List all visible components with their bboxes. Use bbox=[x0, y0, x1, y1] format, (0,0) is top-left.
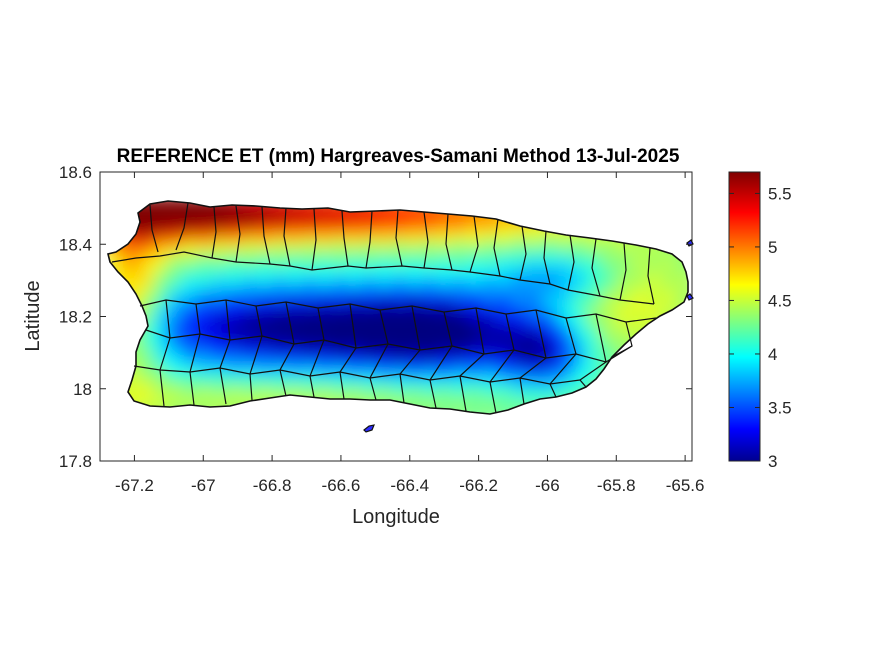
x-tick-label: -66.2 bbox=[459, 476, 498, 495]
municipality-line bbox=[111, 251, 655, 305]
municipality-line bbox=[369, 309, 389, 401]
municipality-line bbox=[311, 208, 317, 271]
municipality-line bbox=[429, 311, 453, 409]
municipality-line bbox=[591, 238, 601, 297]
municipality-line bbox=[549, 317, 577, 398]
colorbar-ticks: 3 3.5 4 4.5 5 5.5 bbox=[729, 184, 792, 471]
colorbar-tick-label: 4.5 bbox=[768, 291, 792, 310]
x-axis: -67.2 -67 -66.8 -66.6 -66.4 -66.2 -66 -65.8 -65.… bbox=[115, 172, 704, 495]
y-tick-label: 18.4 bbox=[59, 235, 92, 254]
municipality-line bbox=[341, 210, 349, 267]
colorbar bbox=[728, 171, 761, 462]
x-tick-label: -66.6 bbox=[322, 476, 361, 495]
municipality-line bbox=[219, 299, 231, 405]
colorbar-tick-label: 5.5 bbox=[768, 184, 792, 203]
municipality-line bbox=[249, 305, 263, 401]
municipality-line bbox=[493, 218, 501, 277]
y-tick-label: 18.6 bbox=[59, 163, 92, 182]
y-tick-label: 18.2 bbox=[59, 308, 92, 327]
colorbar-tick-label: 5 bbox=[768, 238, 777, 257]
municipality-line bbox=[139, 299, 657, 323]
municipality-line bbox=[423, 211, 429, 269]
colorbar-tick-label: 3 bbox=[768, 452, 777, 471]
municipality-line bbox=[543, 230, 551, 285]
x-tick-label: -66.8 bbox=[253, 476, 292, 495]
municipality-line bbox=[133, 365, 581, 385]
chart-title: REFERENCE ET (mm) Hargreaves-Samani Meth… bbox=[117, 146, 680, 167]
municipality-line bbox=[619, 242, 627, 301]
municipality-line bbox=[211, 206, 217, 259]
x-tick-label: -65.6 bbox=[666, 476, 705, 495]
x-tick-label: -66 bbox=[535, 476, 560, 495]
municipality-line bbox=[159, 299, 171, 407]
municipality-line bbox=[339, 303, 357, 400]
municipality-line bbox=[519, 225, 527, 281]
municipality-line bbox=[611, 321, 633, 358]
municipality-line bbox=[519, 309, 547, 405]
y-axis-label: Latitude bbox=[22, 280, 44, 351]
municipality-line bbox=[399, 305, 421, 404]
municipality-line bbox=[283, 207, 291, 267]
municipality-line bbox=[469, 215, 479, 273]
municipality-line bbox=[647, 247, 655, 305]
municipality-line bbox=[395, 209, 403, 267]
island-outline bbox=[107, 200, 689, 415]
municipality-line bbox=[567, 234, 575, 291]
municipality-line bbox=[445, 213, 453, 271]
y-tick-label: 17.8 bbox=[59, 452, 92, 471]
x-axis-label: Longitude bbox=[352, 506, 440, 528]
x-tick-label: -66.4 bbox=[390, 476, 429, 495]
x-tick-label: -67 bbox=[191, 476, 216, 495]
municipality-line bbox=[189, 303, 201, 406]
x-tick-label: -67.2 bbox=[115, 476, 154, 495]
municipality-line bbox=[175, 202, 189, 251]
municipality-line bbox=[235, 205, 241, 263]
colorbar-tick-label: 3.5 bbox=[768, 398, 792, 417]
x-tick-label: -65.8 bbox=[597, 476, 636, 495]
colorbar-tick-label: 4 bbox=[768, 345, 777, 364]
municipality-line bbox=[261, 206, 271, 265]
municipality-boundaries bbox=[111, 202, 657, 414]
municipality-line bbox=[579, 313, 607, 388]
municipality-line bbox=[279, 301, 295, 397]
y-tick-label: 18 bbox=[73, 380, 92, 399]
municipality-line bbox=[489, 313, 515, 414]
y-axis: 17.8 18 18.2 18.4 18.6 bbox=[59, 163, 692, 471]
municipality-line bbox=[365, 210, 373, 269]
municipality-line bbox=[459, 307, 485, 412]
municipality-line bbox=[309, 307, 325, 398]
municipality-line bbox=[149, 204, 159, 253]
